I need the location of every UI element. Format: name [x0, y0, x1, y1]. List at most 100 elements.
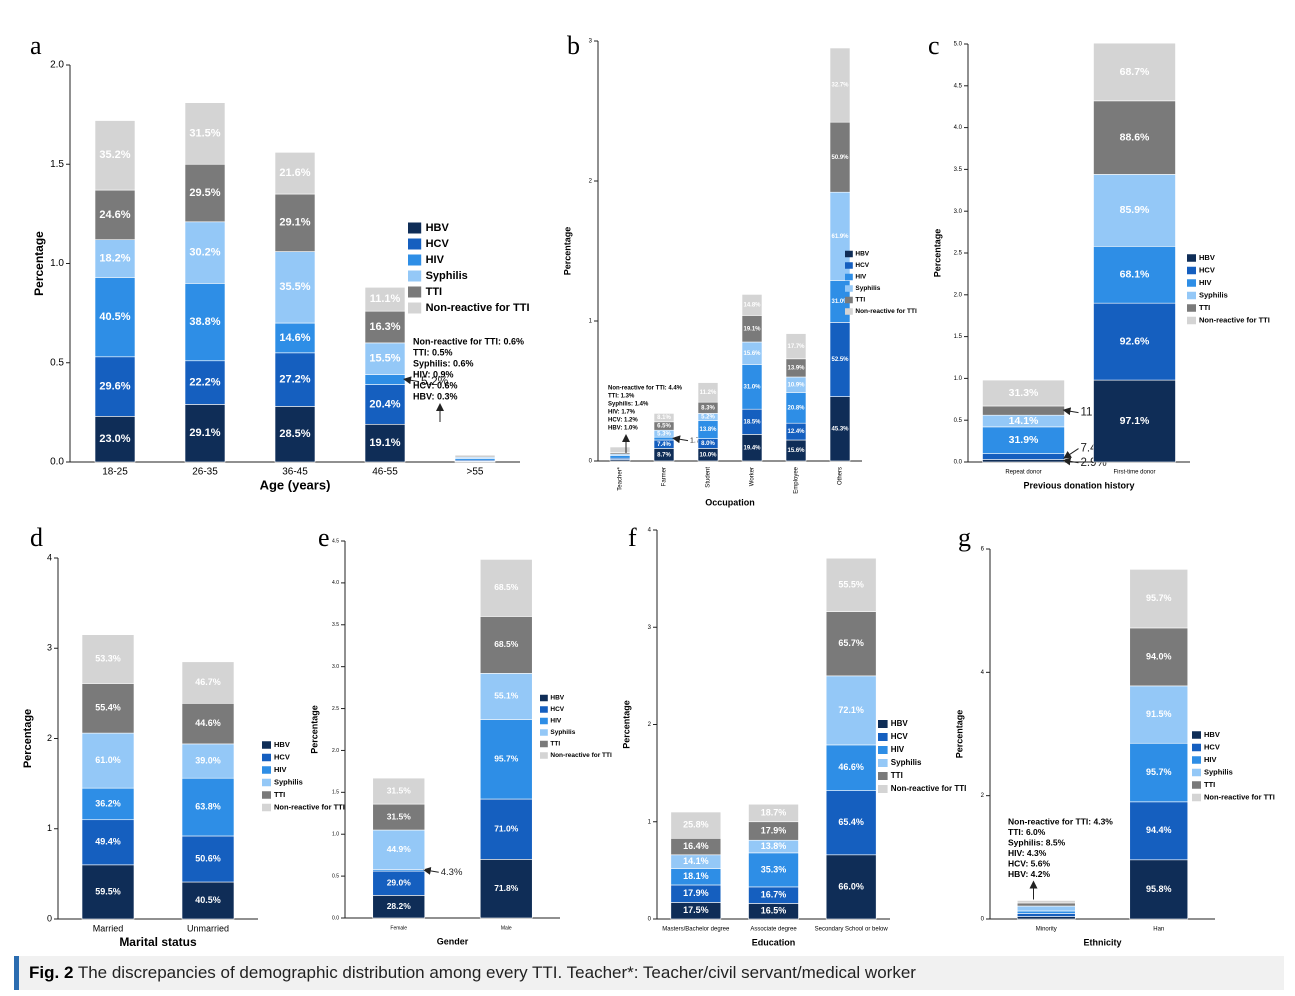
segment-label: 68.7% [1120, 66, 1150, 78]
legend-label: HBV [274, 740, 290, 749]
segment-label: 94.0% [1146, 651, 1172, 661]
bar-segment [364, 384, 406, 425]
segment-label: 35.5% [279, 281, 310, 293]
label-arrow [1063, 448, 1079, 459]
segment-label: 68.1% [1120, 269, 1150, 281]
legend-label: HCV [550, 706, 564, 713]
y-tick-label: 3.5 [332, 622, 339, 628]
segment-label: 95.7% [494, 753, 519, 763]
y-tick-label: 0 [589, 459, 593, 465]
legend-label: Non-reactive for TTI [855, 308, 917, 315]
bar-segment [94, 277, 136, 358]
legend-label: Syphilis [550, 729, 575, 736]
segment-label: 32.7% [831, 83, 849, 89]
annotation: Syphilis: 0.6% [413, 358, 474, 368]
segment-label: 28.5% [279, 428, 310, 440]
legend-swatch [878, 733, 888, 741]
segment-label: 36.2% [95, 798, 121, 808]
legend-label: Non-reactive for TTI [1199, 315, 1270, 324]
x-tick-label: Secondary School or below [815, 927, 889, 933]
segment-label: 17.5% [683, 905, 709, 915]
segment-label: 8.1% [657, 415, 671, 421]
segment-label: 40.5% [195, 895, 221, 905]
x-axis-label: Gender [437, 936, 469, 946]
bar-segment [825, 611, 877, 677]
segment-label: 29.1% [279, 217, 310, 229]
segment-label: 18.5% [743, 419, 761, 425]
y-tick-label: 3.0 [332, 664, 339, 670]
legend-swatch [1192, 768, 1201, 777]
y-tick-label: 0 [47, 913, 52, 923]
annotation: TTI: 0.5% [413, 347, 453, 357]
segment-label: 91.5% [1146, 709, 1172, 719]
legend-label: HCV [1199, 265, 1215, 274]
segment-label: 50.9% [831, 155, 849, 161]
segment-label: 15.6% [787, 448, 805, 454]
segment-label: 39.0% [195, 755, 221, 765]
x-tick-label: Unmarried [187, 923, 229, 933]
segment-label: 18.7% [761, 807, 787, 817]
legend-label: Non-reactive for TTI [426, 302, 530, 314]
segment-label: 68.5% [494, 639, 519, 649]
y-tick-label: 1 [47, 823, 52, 833]
segment-label: 15.6% [743, 351, 761, 357]
bar-segment [364, 423, 406, 463]
legend-swatch [262, 766, 271, 774]
y-tick-label: 1.5 [332, 790, 339, 796]
bar-segment [1093, 174, 1176, 247]
label-arrow [422, 866, 439, 875]
bar-segment [748, 803, 799, 823]
segment-label: 65.4% [838, 817, 864, 827]
annotation: HBV: 0.3% [413, 391, 458, 401]
legend-label: TTI [1199, 303, 1210, 312]
y-tick-label: 2.0 [954, 292, 963, 298]
legend-swatch [408, 238, 422, 250]
segment-label: 6.5% [657, 424, 671, 430]
panel: g 0 2 4 6 Percentage Ethnicity Minority Han 95.8%… [954, 523, 1274, 947]
segment-label: 31.9% [1009, 434, 1039, 446]
panel-letter: a [30, 31, 42, 60]
annotation: Non-reactive for TTI: 4.4% [608, 386, 683, 392]
bar-segment [94, 120, 136, 191]
segment-label: 25.8% [683, 820, 709, 830]
segment-label: 49.4% [95, 837, 121, 847]
legend-label: HCV [274, 752, 290, 761]
segment-label: 28.2% [387, 901, 412, 911]
legend-swatch [540, 729, 548, 736]
segment-label: 16.5% [761, 906, 787, 916]
segment-label: 55.5% [838, 579, 864, 589]
y-axis-label: Percentage [621, 700, 631, 749]
y-tick-label: 0.5 [954, 418, 963, 424]
bar-segment [825, 790, 877, 856]
x-tick-label: >55 [467, 467, 484, 478]
segment-label: 31.5% [387, 811, 412, 821]
annotation: Syphilis: 8.5% [1008, 837, 1066, 847]
y-tick-label: 2.0 [50, 60, 64, 71]
bar-segment [181, 743, 235, 779]
x-axis-label: Marital status [119, 935, 197, 949]
segment-label: 17.7% [787, 344, 805, 350]
segment-label: 71.0% [494, 823, 519, 833]
bar-segment [609, 455, 631, 459]
legend-swatch [408, 270, 422, 282]
segment-label: 55.4% [95, 703, 121, 713]
bar-segment [653, 436, 675, 441]
segment-label: 10.0% [699, 452, 717, 458]
x-tick-label: Farmer [662, 467, 668, 486]
x-tick-label: Han [1153, 927, 1164, 933]
segment-label: 14.1% [1009, 415, 1039, 427]
annotation: Syphilis: 1.4% [608, 402, 649, 408]
segment-label: 40.5% [99, 311, 130, 323]
segment-label: 66.0% [838, 881, 864, 891]
bar-segment [1016, 916, 1076, 920]
legend-label: HIV [550, 718, 562, 725]
panel: c 0.0 0.5 1.0 1.5 2.0 2.5 3.0 3.5 4.0 4.5 5.0 Percen… [928, 31, 1270, 490]
bar-segment [181, 777, 235, 837]
segment-label: 11.1% [370, 293, 401, 305]
panel: b 0 1 2 3 Percentage Occupation Teacher* Farmer 8… [562, 31, 917, 507]
panel: d 0 1 2 3 4 Percentage Marital status Married 59.… [22, 523, 345, 949]
segment-label: 13.8% [699, 427, 717, 433]
segment-label: 5.2% [421, 374, 449, 388]
bar-segment [479, 719, 533, 800]
